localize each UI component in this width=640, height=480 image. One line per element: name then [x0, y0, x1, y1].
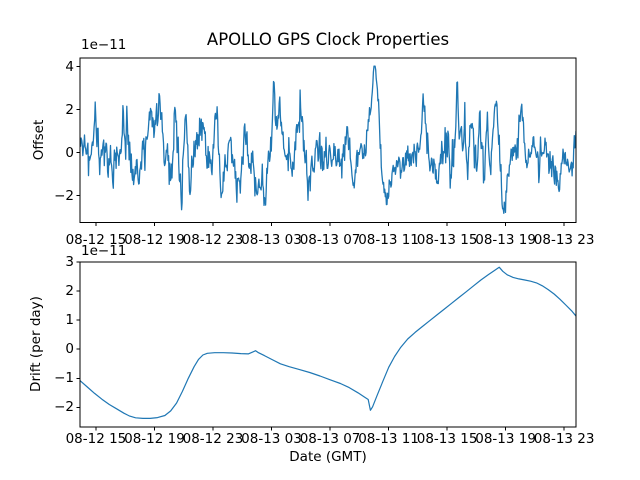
offset-subplot-xtick-label: 08-13 03: [241, 232, 302, 248]
offset-subplot-ytick-label: 4: [65, 58, 74, 75]
drift-subplot-xtick-label: 08-12 19: [124, 430, 185, 447]
drift-subplot-xtick-label: 08-13 03: [241, 430, 302, 447]
offset-subplot-xtick-label: 08-13 15: [416, 232, 478, 248]
offset-subplot-frame: [79, 57, 577, 223]
drift-subplot-xtick-label: 08-12 23: [182, 430, 244, 447]
drift-subplot-xtick-label: 08-13 19: [475, 430, 536, 447]
offset-subplot-xtick-label: 08-13 19: [475, 232, 536, 248]
drift-subplot-ytick-label: −1: [54, 370, 74, 387]
offset-subplot-xtick-label: 08-12 23: [182, 232, 244, 248]
drift-subplot-ytick-label: 1: [65, 312, 74, 329]
drift-subplot-ytick-label: 3: [65, 254, 74, 270]
offset-subplot-line: [80, 65, 576, 214]
offset-subplot-xtick-label: 08-12 15: [65, 232, 127, 248]
offset-subplot-xtick-label: 08-13 11: [358, 232, 419, 248]
x-axis-label: Date (GMT): [289, 449, 367, 465]
drift-subplot-ytick-label: −2: [54, 399, 74, 416]
drift-subplot-line: [80, 266, 576, 419]
drift-subplot-xtick-label: 08-12 15: [65, 430, 127, 447]
chart-title: APOLLO GPS Clock Properties: [206, 30, 450, 49]
drift-subplot-xtick-label: 08-13 15: [416, 430, 478, 447]
offset-subplot-ytick-label: 0: [65, 144, 74, 161]
drift-subplot-xtick-label: 08-13 23: [533, 430, 595, 447]
offset-subplot-ytick-label: 2: [65, 101, 74, 118]
offset-subplot-ytick-label: −2: [54, 187, 74, 204]
drift-subplot-xtick-label: 08-13 11: [358, 430, 419, 447]
drift-subplot-ytick-label: 2: [65, 283, 74, 300]
offset-subplot-xtick-label: 08-12 19: [124, 232, 185, 248]
offset-scale-label-top: 1e−11: [81, 37, 127, 53]
drift-subplot-frame: [79, 261, 577, 428]
drift-subplot-xtick-label: 08-13 07: [299, 430, 361, 447]
drift-subplot-ytick-label: 0: [65, 341, 74, 358]
offset-subplot-xtick-label: 08-13 23: [533, 232, 595, 248]
offset-subplot-xtick-label: 08-13 07: [299, 232, 361, 248]
offset-scale-label-bottom: 1e−11: [81, 243, 127, 259]
